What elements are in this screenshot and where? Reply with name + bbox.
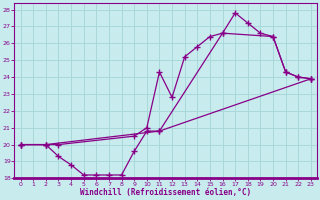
X-axis label: Windchill (Refroidissement éolien,°C): Windchill (Refroidissement éolien,°C) [80, 188, 251, 197]
